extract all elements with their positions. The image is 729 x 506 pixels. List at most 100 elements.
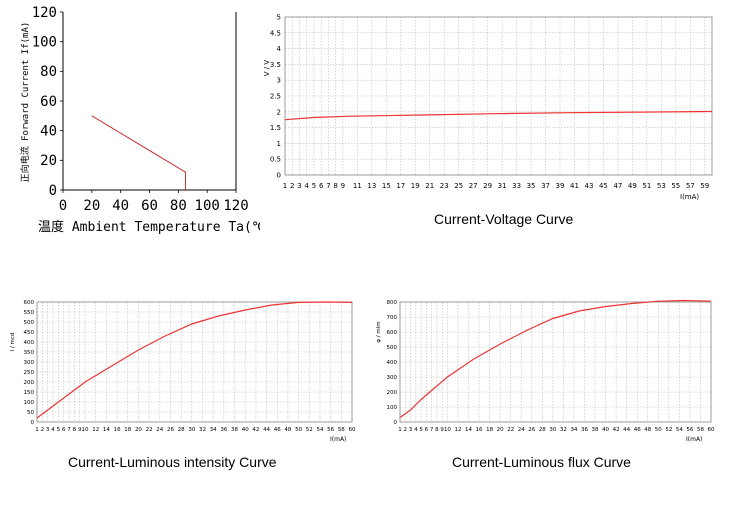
derating-x-tick-label: 40 — [112, 198, 129, 214]
derating-y-tick-label: 80 — [40, 64, 57, 80]
derating-x-tick-label: 80 — [170, 198, 187, 214]
iv-xlabel: I(mA) — [680, 193, 699, 201]
lf-x-tick-label: 60 — [708, 427, 715, 433]
li-x-tick-label: 7 — [67, 427, 71, 433]
lf-x-tick-label: 24 — [518, 427, 525, 433]
derating-x-tick-label: 20 — [83, 198, 100, 214]
derating-axes — [62, 12, 237, 191]
li-x-tick-label: 4 — [51, 427, 55, 433]
li-x-tick-label: 20 — [135, 427, 142, 433]
li-x-tick-label: 36 — [220, 427, 227, 433]
iv-x-tick-label: 9 — [341, 182, 345, 190]
lf-x-tick-label: 8 — [435, 427, 439, 433]
li-x-tick-label: 9 — [78, 427, 82, 433]
derating-ylabel: 正向电流 Forward Current If(mA) — [19, 22, 31, 183]
iv-y-tick-label: 4 — [277, 45, 282, 53]
li-xlabel: I(mA) — [330, 436, 346, 443]
li-y-tick-label: 350 — [24, 350, 35, 356]
li-x-tick-label: 30 — [188, 427, 195, 433]
derating-x-tick-label: 0 — [59, 198, 67, 214]
iv-x-tick-label: 21 — [425, 182, 434, 190]
lf-y-tick-label: 300 — [387, 375, 398, 381]
iv-y-tick-label: 5 — [277, 13, 281, 21]
derating-y-tick-label: 0 — [49, 183, 57, 199]
iv-y-tick-label: 1.5 — [270, 124, 281, 132]
lf-x-tick-label: 50 — [655, 427, 662, 433]
li-x-tick-label: 8 — [73, 427, 77, 433]
li-x-tick-label: 40 — [242, 427, 249, 433]
lf-x-tick-label: 1 — [398, 427, 402, 433]
derating-y-tick-label: 120 — [32, 5, 57, 21]
li-y-ticks: 0 50 100 150 200 250 300 350 400 450 500 550 600 — [24, 300, 35, 426]
derating-x-tick-label: 120 — [223, 198, 248, 214]
li-x-tick-label: 58 — [338, 427, 345, 433]
iv-x-tick-label: 6 — [319, 182, 324, 190]
li-y-tick-label: 250 — [24, 370, 35, 376]
iv-x-tick-label: 8 — [333, 182, 337, 190]
li-x-tick-label: 24 — [156, 427, 163, 433]
li-y-tick-label: 50 — [27, 410, 34, 416]
derating-y-ticks: 0 20 40 60 80 100 120 — [32, 5, 63, 199]
derating-xlabel: 温度 Ambient Temperature Ta(℃) — [38, 219, 260, 235]
lf-x-tick-label: 4 — [414, 427, 418, 433]
lf-ylabel: φ / mlm — [376, 321, 382, 342]
li-chart: 1 2 3 4 5 6 7 8 9 10 12 14 16 18 20 22 24 26 28 30 32 34 36 38 4… — [10, 300, 356, 443]
derating-x-ticks: 0 20 40 60 80 100 120 — [59, 190, 249, 214]
lf-x-tick-label: 14 — [465, 427, 472, 433]
iv-x-tick-label: 2 — [290, 182, 294, 190]
iv-x-tick-label: 1 — [283, 182, 287, 190]
iv-x-tick-label: 27 — [469, 182, 478, 190]
iv-grid — [284, 16, 712, 176]
lf-x-ticks: 1 2 3 4 5 6 7 8 9 10 12 14 16 18 20 22 24 26 28 30 32 34 36 38 4… — [398, 427, 715, 433]
derating-x-tick-label: 60 — [141, 198, 158, 214]
iv-x-tick-label: 49 — [628, 182, 637, 190]
iv-y-tick-label: 4.5 — [270, 29, 281, 37]
iv-y-tick-label: 2.5 — [270, 92, 281, 100]
li-x-tick-label: 5 — [57, 427, 61, 433]
li-y-tick-label: 0 — [31, 420, 35, 426]
lf-x-tick-label: 52 — [665, 427, 672, 433]
li-y-tick-label: 500 — [24, 320, 35, 326]
li-y-tick-label: 550 — [24, 310, 35, 316]
lf-y-tick-label: 0 — [394, 420, 398, 426]
iv-x-tick-label: 35 — [527, 182, 536, 190]
lf-x-tick-label: 44 — [623, 427, 630, 433]
iv-x-tick-label: 5 — [312, 182, 316, 190]
lf-x-tick-label: 28 — [539, 427, 546, 433]
iv-x-tick-label: 17 — [396, 182, 405, 190]
iv-ylabel: V / V — [263, 60, 271, 77]
iv-x-tick-label: 13 — [367, 182, 376, 190]
iv-x-ticks: 1 2 3 4 5 6 7 8 9 11 13 15 17 19 21 23 25 27 29 31 33 35 37 39 4… — [283, 182, 709, 190]
li-x-tick-label: 54 — [316, 427, 323, 433]
li-x-tick-label: 2 — [41, 427, 45, 433]
li-ylabel: I / mcd — [10, 333, 16, 352]
iv-x-tick-label: 53 — [657, 182, 666, 190]
iv-x-tick-label: 29 — [483, 182, 492, 190]
li-y-tick-label: 100 — [24, 400, 35, 406]
li-x-ticks: 1 2 3 4 5 6 7 8 9 10 12 14 16 18 20 22 24 26 28 30 32 34 36 38 4… — [35, 427, 356, 433]
derating-y-tick-label: 60 — [40, 94, 57, 110]
iv-x-tick-label: 59 — [700, 182, 709, 190]
iv-chart: 1 2 3 4 5 6 7 8 9 11 13 15 17 19 21 23 25 27 29 31 33 35 37 39 4… — [263, 13, 713, 201]
lf-series-line — [399, 299, 712, 418]
iv-x-tick-label: 19 — [411, 182, 420, 190]
li-x-tick-label: 48 — [284, 427, 291, 433]
lf-x-tick-label: 7 — [430, 427, 434, 433]
iv-y-tick-label: 3.5 — [270, 61, 281, 69]
lf-caption: Current-Luminous flux Curve — [452, 454, 631, 470]
li-y-tick-label: 600 — [24, 300, 35, 306]
li-x-tick-label: 18 — [124, 427, 131, 433]
li-y-tick-label: 300 — [24, 360, 35, 366]
iv-x-tick-label: 25 — [454, 182, 463, 190]
lf-x-tick-label: 30 — [549, 427, 556, 433]
iv-x-tick-label: 37 — [541, 182, 550, 190]
lf-x-tick-label: 10 — [444, 427, 451, 433]
lf-x-tick-label: 18 — [486, 427, 493, 433]
li-caption: Current-Luminous intensity Curve — [68, 454, 277, 470]
lf-y-tick-label: 800 — [387, 300, 398, 306]
derating-series-line — [91, 115, 186, 190]
iv-caption: Current-Voltage Curve — [434, 211, 574, 227]
li-x-tick-label: 34 — [210, 427, 217, 433]
lf-x-tick-label: 5 — [419, 427, 423, 433]
